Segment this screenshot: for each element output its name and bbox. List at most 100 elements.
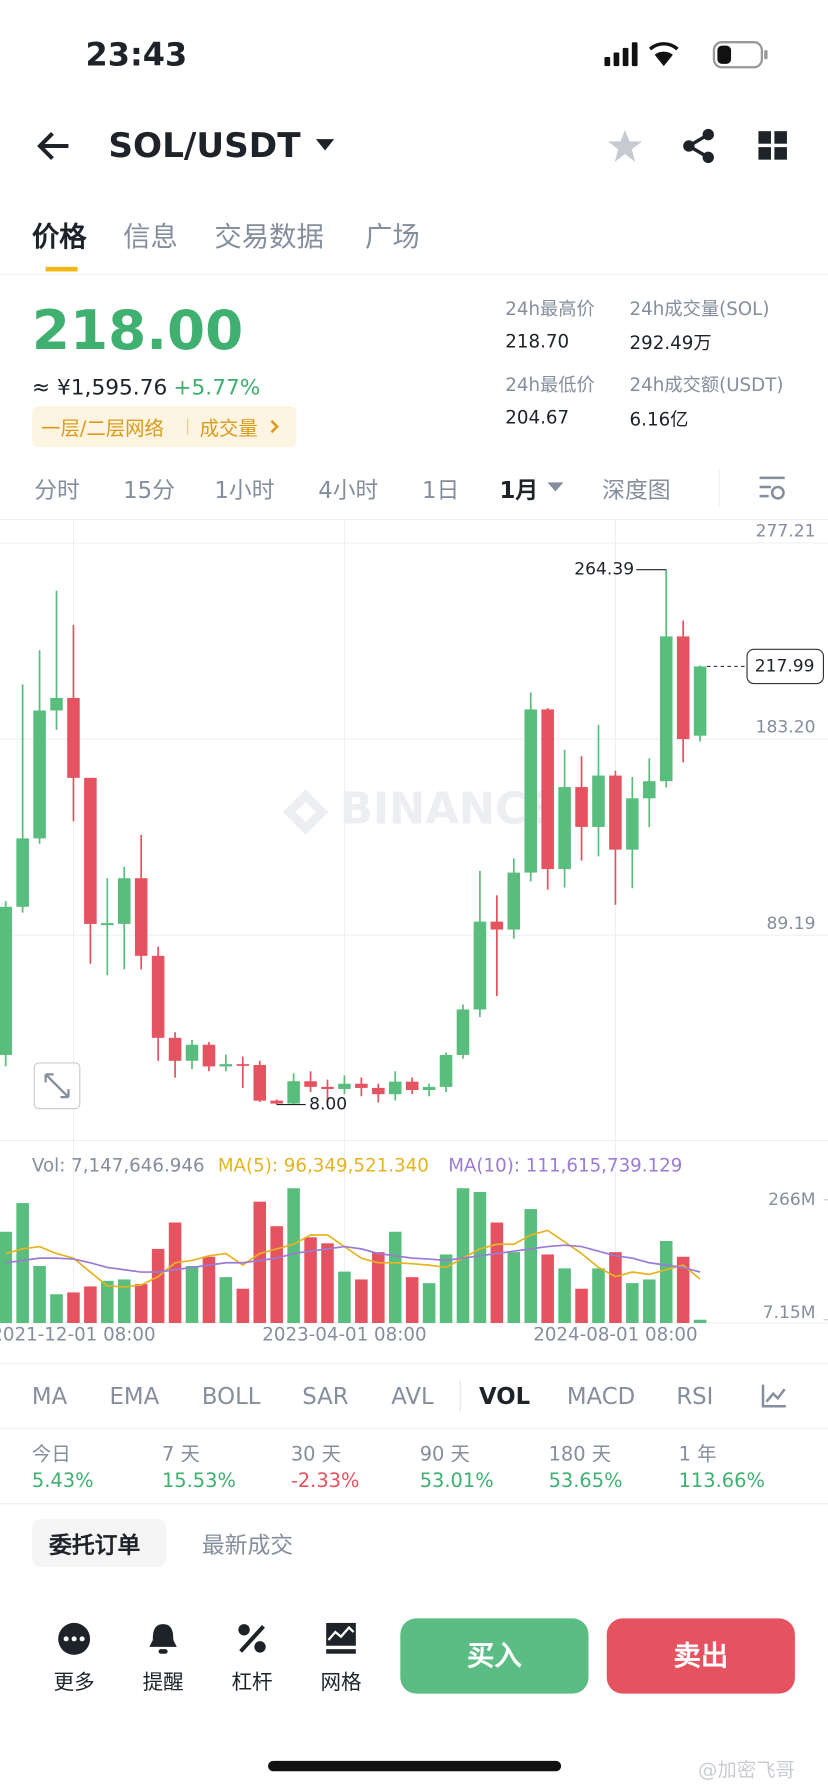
volume-bar [659,1241,673,1323]
volume-bar [372,1252,385,1323]
indicator[interactable]: AVL [391,1382,434,1410]
indicator[interactable]: SAR [302,1382,349,1410]
candle-body [33,710,46,839]
pair-dropdown[interactable] [315,137,336,153]
credit-watermark: @加密飞哥 [697,1759,795,1783]
tab[interactable]: 交易数据 [214,220,324,253]
volume-bar [151,1248,165,1323]
volume-bar [33,1266,46,1323]
indicator-active[interactable]: VOL [479,1382,531,1410]
buy-button[interactable]: 买入 [400,1618,589,1694]
volume-bar [558,1268,571,1323]
indicator-settings[interactable] [761,1383,788,1408]
layout-button[interactable] [757,130,789,162]
candle-body [541,709,554,870]
candle-body [693,666,707,736]
interval[interactable]: 1小时 [214,476,275,504]
candle-body [355,1083,368,1088]
indicator[interactable]: MA [31,1382,68,1410]
order-tab[interactable]: 最新成交 [201,1531,294,1559]
separator [718,469,720,507]
sell-button[interactable]: 卖出 [606,1618,795,1694]
tab[interactable]: 价格 [31,220,87,253]
action-label[interactable]: 更多 [53,1670,95,1695]
price-cny: ≈ ¥1,595.76 [31,375,168,401]
interval[interactable]: 分时 [34,476,80,504]
perf-label: 90 天 [419,1443,470,1467]
volume-bar [101,1280,114,1323]
volume-bar [456,1188,470,1323]
candle-body [422,1086,436,1091]
status-icons [604,41,768,69]
candle-body [50,697,63,711]
candle-body [0,906,12,1055]
y-tick-label: 266M [768,1190,815,1210]
perf-value: 113.66% [678,1470,765,1493]
candle-body [626,798,639,850]
divider [0,1362,828,1365]
interval[interactable]: 4小时 [318,476,379,504]
indicator[interactable]: EMA [109,1382,160,1410]
perf-value: 5.43% [31,1470,94,1493]
back-button[interactable] [34,128,73,164]
interval[interactable]: 深度图 [602,476,671,504]
perf-value: 53.01% [419,1470,494,1493]
expand-button[interactable] [33,1062,81,1110]
indicator[interactable]: BOLL [201,1382,261,1410]
volume-bar [609,1252,622,1323]
candle-body [185,1044,199,1061]
volume-bar [626,1283,639,1323]
candle-body [338,1083,351,1089]
action-label[interactable]: 杠杆 [231,1670,273,1695]
grid-icon[interactable] [325,1622,357,1656]
candle-body [16,838,29,907]
last-price: 218.00 [31,298,244,363]
volume-bar [355,1279,368,1323]
tag-chip[interactable] [31,406,297,448]
candle-body [253,1064,267,1101]
candle-body [405,1081,419,1091]
stat-label: 24h成交额(USDT) [629,374,784,396]
tag-label: 一层/二层网络 [41,417,164,441]
x-tick-label: 2021-12-01 08:00 [0,1325,156,1346]
pair-title[interactable]: SOL/USDT [108,126,301,166]
alert-icon[interactable] [147,1621,179,1657]
interval[interactable]: 15分 [123,476,176,504]
candle-body [236,1064,250,1066]
interval-active[interactable]: 1月 [499,476,539,504]
candle-body [524,709,538,873]
candle-body [592,775,605,827]
candle-body [609,775,622,850]
tab[interactable]: 信息 [123,220,178,253]
tab[interactable]: 广场 [364,220,420,253]
indicator[interactable]: MACD [566,1382,636,1410]
volume-bar [134,1284,148,1323]
candle-body [372,1087,385,1095]
volume-bar [304,1237,317,1323]
volume-bar [592,1268,605,1323]
share-button[interactable] [681,128,717,164]
candle-body [456,1009,470,1055]
indicator[interactable]: RSI [676,1382,714,1410]
action-label[interactable]: 网格 [320,1670,362,1695]
order-tab-bg[interactable] [31,1519,167,1568]
kline-chart: BINANCE 277.21 183.20 89.19 264.39 8.00 217.9… [0,518,828,1346]
status-time: 23:43 [85,35,188,74]
candle-body [473,921,487,1010]
last-price-box [746,648,825,685]
volume-bar [575,1288,588,1323]
perf-label: 30 天 [290,1443,342,1467]
order-tab-active[interactable]: 委托订单 [49,1531,141,1559]
volume-bar [67,1292,80,1323]
favorite-star[interactable] [607,128,643,164]
more-icon[interactable] [57,1622,91,1656]
action-label[interactable]: 提醒 [142,1670,184,1695]
watermark: BINANCE [340,785,557,835]
candle-body [507,872,521,930]
leverage-icon[interactable] [236,1622,268,1656]
chart-settings[interactable] [757,474,787,501]
tag-link[interactable]: 成交量 [199,417,258,441]
stat-label: 24h最低价 [505,374,595,396]
interval[interactable]: 1日 [421,476,460,504]
candle-body [202,1044,216,1067]
